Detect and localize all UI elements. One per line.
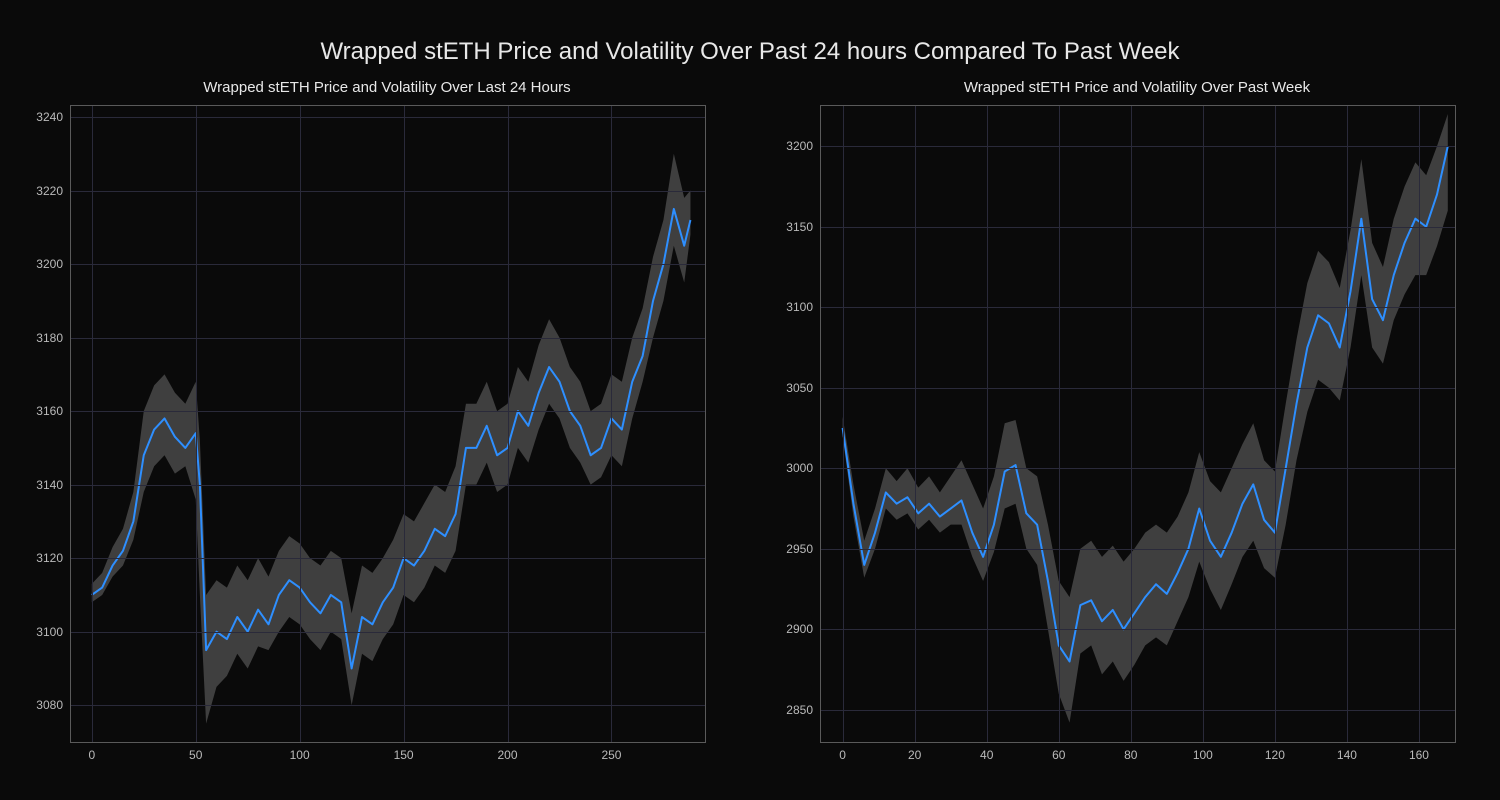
y-tick-label: 3080: [36, 698, 71, 712]
y-tick-label: 3100: [36, 625, 71, 639]
y-tick-label: 3200: [36, 257, 71, 271]
x-tick-label: 20: [908, 742, 921, 762]
volatility-band: [92, 154, 691, 724]
figure: Wrapped stETH Price and Volatility Over …: [0, 0, 1500, 800]
x-tick-label: 200: [498, 742, 518, 762]
x-tick-label: 100: [1193, 742, 1213, 762]
main-title: Wrapped stETH Price and Volatility Over …: [0, 38, 1500, 66]
x-tick-label: 80: [1124, 742, 1137, 762]
y-tick-label: 3220: [36, 184, 71, 198]
subplot-week: Wrapped stETH Price and Volatility Over …: [820, 105, 1454, 741]
x-tick-label: 120: [1265, 742, 1285, 762]
y-tick-label: 2850: [786, 703, 821, 717]
y-tick-label: 2900: [786, 622, 821, 636]
subplot-24h-title: Wrapped stETH Price and Volatility Over …: [70, 79, 704, 96]
subplot-24h: Wrapped stETH Price and Volatility Over …: [70, 105, 704, 741]
x-tick-label: 160: [1409, 742, 1429, 762]
x-tick-label: 140: [1337, 742, 1357, 762]
x-tick-label: 50: [189, 742, 202, 762]
chart-svg-week: [821, 106, 1455, 742]
y-tick-label: 2950: [786, 542, 821, 556]
volatility-band: [843, 114, 1448, 723]
x-tick-label: 0: [839, 742, 846, 762]
y-tick-label: 3140: [36, 478, 71, 492]
chart-svg-24h: [71, 106, 705, 742]
plot-area-week: 2850290029503000305031003150320002040608…: [820, 105, 1456, 743]
y-tick-label: 3050: [786, 381, 821, 395]
x-tick-label: 0: [88, 742, 95, 762]
y-tick-label: 3120: [36, 551, 71, 565]
y-tick-label: 3180: [36, 331, 71, 345]
x-tick-label: 150: [394, 742, 414, 762]
y-tick-label: 3000: [786, 461, 821, 475]
y-tick-label: 3200: [786, 139, 821, 153]
y-tick-label: 3100: [786, 300, 821, 314]
subplot-week-title: Wrapped stETH Price and Volatility Over …: [820, 79, 1454, 96]
y-tick-label: 3160: [36, 404, 71, 418]
x-tick-label: 40: [980, 742, 993, 762]
x-tick-label: 250: [601, 742, 621, 762]
y-tick-label: 3240: [36, 110, 71, 124]
x-tick-label: 60: [1052, 742, 1065, 762]
x-tick-label: 100: [290, 742, 310, 762]
y-tick-label: 3150: [786, 220, 821, 234]
plot-area-24h: 3080310031203140316031803200322032400501…: [70, 105, 706, 743]
